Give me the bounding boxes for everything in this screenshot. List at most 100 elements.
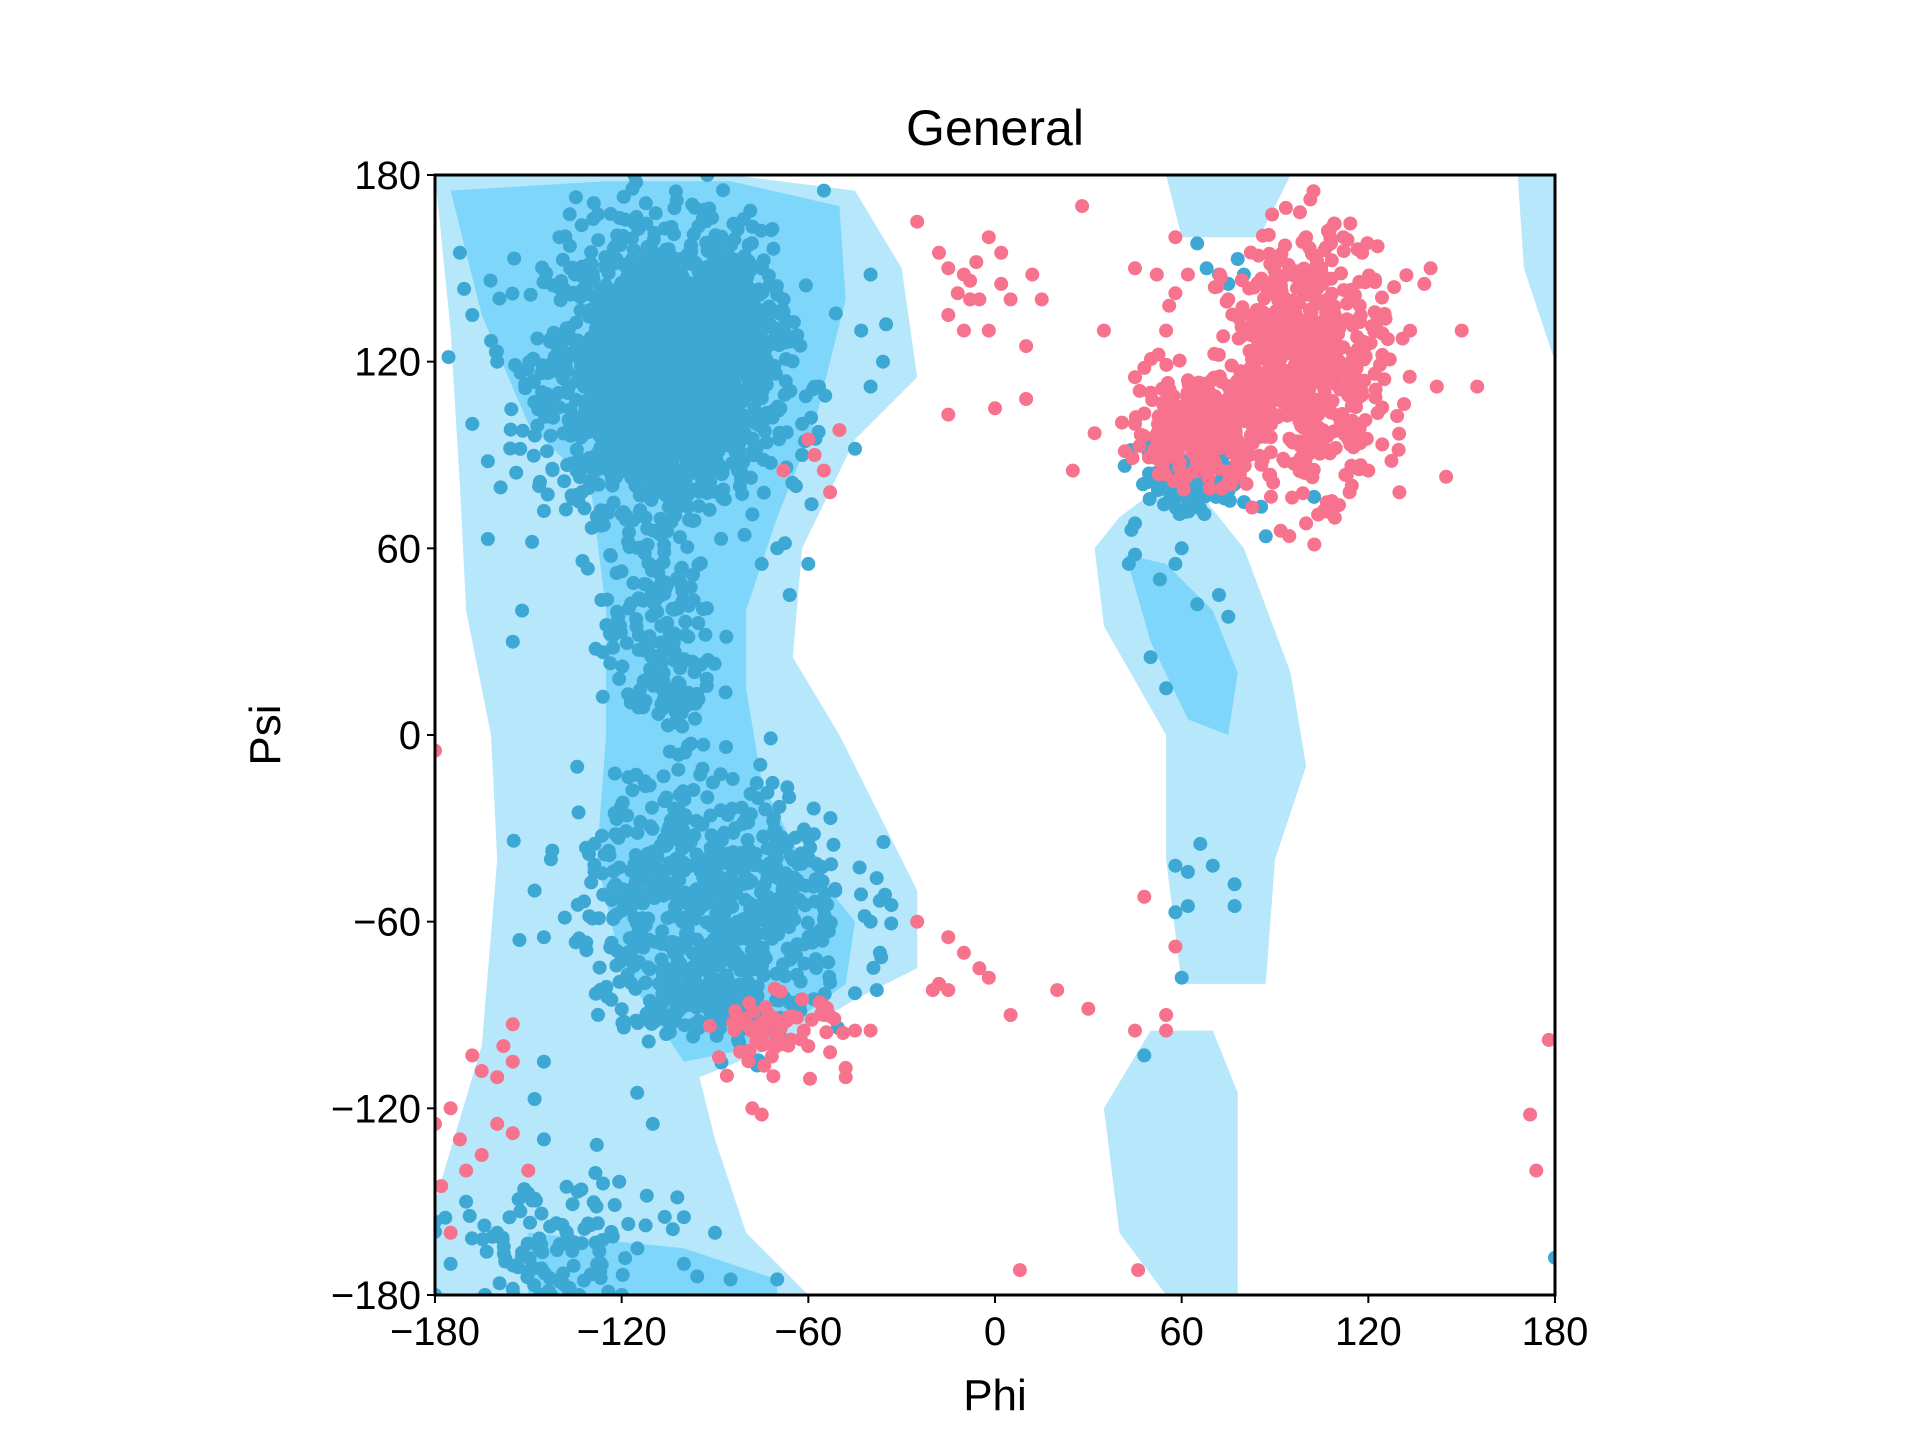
data-point (776, 463, 791, 478)
data-point (772, 432, 787, 447)
data-point (766, 403, 781, 418)
data-point (713, 767, 728, 782)
data-point (1395, 331, 1410, 346)
data-point (703, 966, 718, 981)
data-point (729, 415, 744, 429)
data-point (872, 945, 887, 960)
data-point (570, 1184, 585, 1199)
data-point (625, 370, 639, 385)
data-point (1137, 889, 1152, 904)
data-point (1290, 328, 1305, 343)
data-point (710, 287, 725, 302)
data-point (717, 396, 731, 411)
data-point (758, 802, 773, 817)
data-point (724, 285, 739, 300)
data-point (523, 287, 538, 302)
data-point (1289, 264, 1304, 279)
data-point (475, 1232, 490, 1247)
data-point (660, 824, 675, 839)
data-point (540, 487, 555, 502)
data-point (504, 402, 519, 417)
data-point (816, 183, 831, 198)
data-point (515, 603, 530, 618)
data-point (823, 811, 838, 826)
data-point (435, 1179, 449, 1194)
data-point (680, 540, 695, 555)
data-point (1180, 864, 1195, 879)
data-point (1390, 409, 1405, 423)
data-point (658, 242, 673, 257)
data-point (1327, 510, 1342, 525)
data-point (733, 931, 748, 946)
data-point (670, 368, 685, 383)
data-point (1349, 400, 1363, 414)
data-point (639, 216, 654, 231)
data-point (747, 858, 762, 873)
data-point (1034, 292, 1049, 307)
data-point (672, 787, 687, 802)
data-point (648, 419, 663, 434)
data-point (621, 945, 636, 960)
data-point (1162, 298, 1177, 313)
data-point (1320, 224, 1335, 238)
data-point (600, 989, 615, 1004)
data-point (1227, 439, 1242, 454)
data-point (576, 1273, 591, 1288)
data-point (618, 288, 633, 303)
data-point (763, 731, 778, 746)
data-point (635, 466, 650, 481)
data-point (1218, 422, 1232, 437)
data-point (1387, 280, 1402, 295)
data-point (697, 264, 712, 279)
data-point (797, 937, 811, 952)
data-point (625, 181, 640, 196)
data-point (1370, 406, 1385, 420)
data-point (808, 952, 823, 967)
data-point (675, 841, 690, 856)
data-point (647, 226, 662, 240)
data-point (732, 479, 747, 494)
data-point (1391, 442, 1406, 457)
data-point (816, 463, 831, 478)
data-point (686, 593, 701, 608)
data-point (1344, 478, 1359, 493)
data-point (1132, 438, 1147, 453)
data-point (663, 398, 678, 413)
data-point (1335, 407, 1350, 421)
data-point (872, 893, 887, 908)
data-point (708, 1008, 723, 1023)
data-point (1234, 320, 1249, 335)
data-point (668, 272, 683, 287)
data-point (692, 853, 707, 868)
data-point (603, 449, 618, 464)
data-point (654, 656, 669, 671)
data-point (1190, 236, 1205, 251)
data-point (742, 875, 757, 890)
data-point (803, 1071, 817, 1086)
data-point (702, 1018, 717, 1033)
data-point (728, 363, 743, 378)
data-point (513, 441, 528, 456)
data-point (738, 813, 753, 827)
data-point (1299, 516, 1314, 531)
data-point (777, 325, 792, 340)
data-point (1333, 382, 1348, 397)
data-point (1354, 383, 1369, 398)
data-point (593, 503, 608, 518)
data-point (662, 744, 677, 759)
data-point (465, 1231, 479, 1246)
data-point (759, 435, 774, 450)
data-point (826, 837, 841, 852)
data-point (766, 1069, 781, 1084)
data-point (523, 1215, 537, 1230)
data-point (629, 209, 644, 224)
data-point (1221, 292, 1236, 307)
data-point (645, 260, 660, 275)
data-point (1337, 367, 1352, 382)
data-point (1128, 516, 1142, 531)
data-point (603, 548, 618, 563)
data-point (1231, 331, 1246, 346)
data-point (836, 1026, 851, 1040)
data-point (603, 337, 618, 352)
data-point (743, 335, 758, 350)
